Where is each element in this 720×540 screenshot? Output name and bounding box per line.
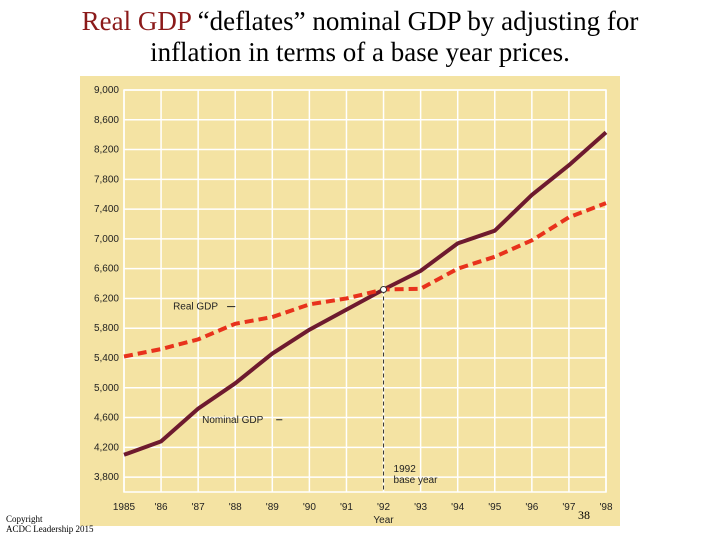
title-highlight: Real GDP [81,6,191,36]
y-tick-label: 4,600 [94,413,119,424]
y-tick-label: 6,600 [94,264,119,275]
x-tick-label: '93 [414,502,427,513]
y-tick-label: 5,000 [94,383,119,394]
base-year-point [380,286,388,294]
y-tick-label: 6,200 [94,293,119,304]
y-tick-label: 4,200 [94,442,119,453]
copyright-footer: Copyright ACDC Leadership 2015 [6,514,94,534]
y-tick-label: 7,000 [94,234,119,245]
slide-title: Real GDP “deflates” nominal GDP by adjus… [0,6,720,68]
page-number: 38 [578,508,590,522]
x-tick-label: '94 [451,502,464,513]
y-tick-label: 8,600 [94,115,119,126]
real-gdp-line [123,201,607,359]
x-tick-label: 1985 [113,502,136,513]
x-tick-label: '90 [303,502,316,513]
y-tick-label: 9,000 [94,85,119,96]
x-tick-label: '89 [266,502,279,513]
base-year-annotation-line1: 1992 [394,464,417,475]
title-line2: inflation in terms of a base year prices… [150,37,570,67]
base-year-annotation-line2: base year [394,475,439,486]
y-tick-label: 7,800 [94,174,119,185]
chart-grid [123,89,607,493]
x-tick-label: '86 [155,502,168,513]
x-tick-label: '97 [562,502,575,513]
y-tick-label: 5,400 [94,353,119,364]
x-axis-ticks: 1985 '86 '87 '88 '89 '90 '91 '92 '93 '94 '95 '96 '97… [113,502,613,526]
chart-series [123,130,608,457]
y-axis-ticks: 3,800 4,200 4,600 5,000 5,400 5,800 6,200 6,600… [94,85,119,483]
x-tick-label: '96 [525,502,538,513]
footer-line1: Copyright [6,514,43,524]
x-axis-label: Year [373,515,394,526]
y-tick-label: 5,800 [94,323,119,334]
title-line1-rest: “deflates” nominal GDP by adjusting for [190,6,639,36]
nominal-gdp-line [123,130,608,457]
x-tick-label: '88 [229,502,242,513]
x-tick-label: '91 [340,502,353,513]
x-tick-label: '95 [488,502,501,513]
y-tick-label: 7,400 [94,204,119,215]
gdp-line-chart: 3,800 4,200 4,600 5,000 5,400 5,800 6,200 6,600… [80,76,620,526]
x-tick-label: '92 [377,502,390,513]
x-tick-label: '98 [599,502,612,513]
footer-line2: ACDC Leadership 2015 [6,524,94,534]
nominal-gdp-label: Nominal GDP [202,415,263,426]
y-tick-label: 8,200 [94,145,119,156]
x-tick-label: '87 [192,502,205,513]
chart-background [80,76,620,526]
real-gdp-label: Real GDP [173,302,218,313]
y-tick-label: 3,800 [94,472,119,483]
